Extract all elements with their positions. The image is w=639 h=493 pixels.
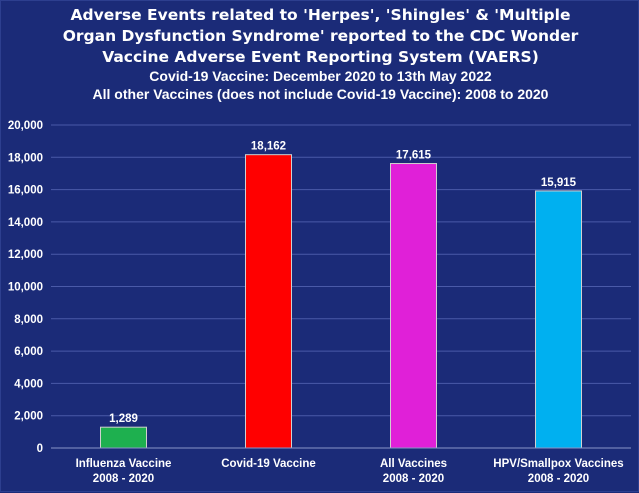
bar bbox=[535, 190, 582, 449]
data-label: 1,289 bbox=[109, 413, 138, 425]
y-tick-label: 4,000 bbox=[14, 378, 43, 390]
x-tick-label: All Vaccines bbox=[380, 458, 447, 470]
x-tick-label: 2008 - 2020 bbox=[528, 473, 589, 485]
y-tick-label: 6,000 bbox=[14, 346, 43, 358]
x-tick-label: Influenza Vaccine bbox=[76, 458, 172, 470]
y-tick-label: 16,000 bbox=[8, 185, 43, 197]
x-tick-label: 2008 - 2020 bbox=[383, 473, 444, 485]
data-label: 17,615 bbox=[396, 150, 432, 162]
chart-title-line: Adverse Events related to 'Herpes', 'Shi… bbox=[70, 6, 571, 24]
y-tick-label: 18,000 bbox=[8, 152, 43, 164]
y-tick-label: 12,000 bbox=[8, 249, 43, 261]
x-tick-label: Covid-19 Vaccine bbox=[221, 458, 316, 470]
x-tick-label: HPV/Smallpox Vaccines bbox=[493, 458, 623, 470]
chart-title-line: Vaccine Adverse Event Reporting System (… bbox=[102, 48, 539, 66]
chart-subtitle-line: Covid-19 Vaccine: December 2020 to 13th … bbox=[149, 68, 492, 84]
y-tick-label: 20,000 bbox=[8, 120, 43, 132]
y-tick-label: 2,000 bbox=[14, 411, 43, 423]
x-tick-label: 2008 - 2020 bbox=[93, 473, 154, 485]
chart-subtitle-line: All other Vaccines (does not include Cov… bbox=[92, 86, 549, 102]
chart-subtitle: Covid-19 Vaccine: December 2020 to 13th … bbox=[1, 67, 639, 103]
y-tick-label: 14,000 bbox=[8, 217, 43, 229]
data-label: 18,162 bbox=[251, 141, 286, 153]
bar bbox=[100, 426, 147, 449]
bar bbox=[245, 154, 292, 449]
chart-title: Adverse Events related to 'Herpes', 'Shi… bbox=[1, 5, 639, 68]
chart-title-line: Organ Dysfunction Syndrome' reported to … bbox=[62, 27, 579, 45]
y-tick-label: 0 bbox=[37, 443, 43, 455]
y-tick-label: 10,000 bbox=[8, 282, 43, 294]
bar bbox=[390, 163, 437, 449]
y-tick-label: 8,000 bbox=[14, 314, 43, 326]
data-label: 15,915 bbox=[541, 177, 577, 189]
